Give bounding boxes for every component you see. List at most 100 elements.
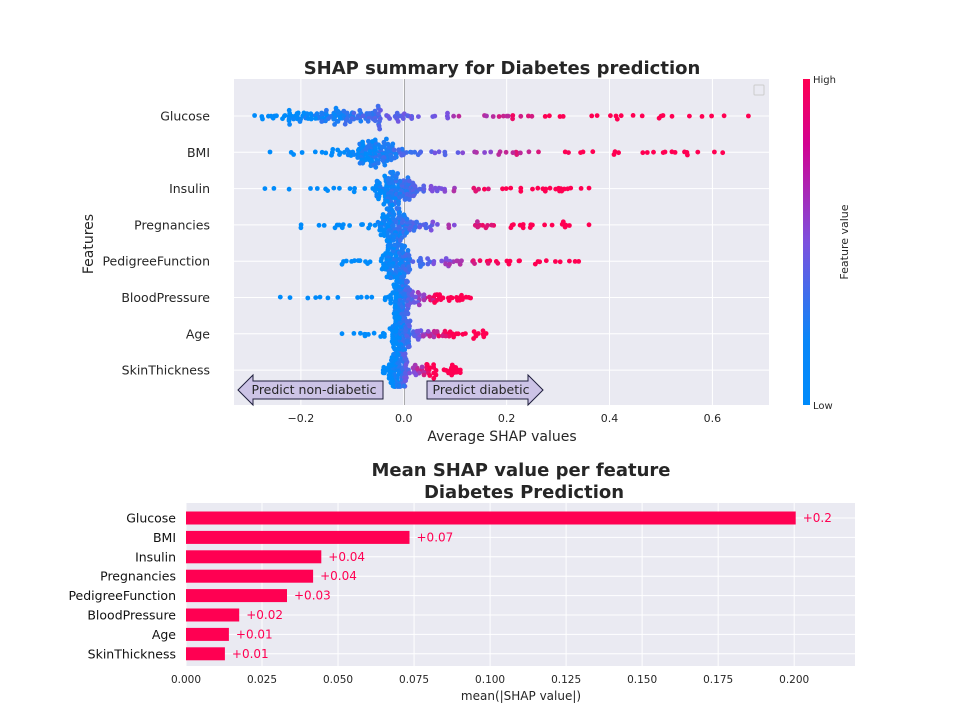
shap-point (407, 267, 413, 272)
bottom-x-tick-label: 0.200 (779, 674, 809, 686)
shap-point (443, 333, 449, 339)
shap-point (439, 186, 444, 192)
bottom-chart-title-line2: Diabetes Prediction (424, 482, 624, 503)
shap-point (415, 337, 421, 342)
shap-point (386, 362, 392, 367)
shap-point (449, 295, 455, 301)
shap-point (454, 331, 459, 337)
shap-point (567, 258, 572, 264)
bottom-x-tick-label: 0.025 (247, 674, 277, 686)
shap-point (385, 199, 390, 204)
shap-point (314, 111, 320, 117)
shap-point (594, 113, 600, 118)
shap-point (383, 251, 388, 256)
shap-point (367, 259, 373, 265)
shap-point (437, 292, 442, 297)
shap-point (390, 324, 396, 329)
right-arrow-label: Predict diabetic (433, 382, 530, 397)
bottom-feature-label: PedigreeFunction (68, 588, 176, 603)
shap-point (488, 149, 494, 155)
colorbar-low-label: Low (813, 401, 833, 412)
shap-point (319, 119, 325, 124)
shap-point (391, 147, 397, 153)
shap-point (429, 188, 435, 194)
shap-point (393, 347, 399, 353)
shap-point (480, 328, 486, 334)
bar-bmi (186, 530, 410, 544)
shap-point (434, 329, 440, 334)
shap-point (410, 365, 416, 371)
shap-point (396, 383, 401, 389)
colorbar-label: Feature value (838, 204, 851, 279)
top-x-tick-label: 0.0 (395, 412, 413, 425)
shap-point (496, 114, 502, 119)
shap-point (442, 328, 448, 334)
shap-point (433, 372, 439, 378)
shap-point (358, 294, 364, 300)
bottom-bars: +0.2 +0.07 +0.04 +0.04 +0.03 +0.02 +0.01 +0.01 (186, 511, 832, 661)
shap-point (384, 274, 390, 280)
top-feature-labels: Glucose BMI Insulin Pregnancies PedigreeFunc… (102, 109, 210, 378)
shap-point (324, 107, 329, 113)
shap-point (397, 178, 403, 184)
shap-point (387, 116, 392, 121)
bottom-feature-label: Insulin (135, 549, 176, 564)
shap-point (394, 278, 399, 284)
shap-point (557, 259, 563, 265)
shap-point (392, 314, 398, 320)
shap-point (567, 223, 572, 228)
shap-point (379, 266, 385, 272)
bottom-x-tick-labels: 0.000 0.025 0.050 0.075 0.100 0.125 0.150 0.175… (171, 674, 809, 686)
shap-point (446, 225, 452, 231)
bar-value-label: +0.07 (417, 530, 454, 544)
shap-point (475, 224, 481, 230)
shap-point (321, 223, 327, 228)
shap-point (414, 219, 419, 225)
shap-point (410, 259, 416, 264)
shap-point (355, 155, 361, 160)
shap-point (357, 258, 363, 264)
shap-point (542, 188, 548, 194)
shap-point (436, 149, 442, 155)
shap-point (477, 258, 483, 264)
shap-point (405, 113, 410, 119)
shap-point (672, 150, 678, 155)
shap-point (391, 282, 397, 288)
shap-point (372, 222, 378, 228)
shap-point (411, 228, 417, 233)
shap-point (720, 150, 726, 156)
shap-point (389, 355, 395, 360)
shap-point (330, 147, 336, 152)
top-feature-label: BloodPressure (121, 290, 210, 305)
shap-point (349, 259, 354, 264)
shap-point (277, 294, 283, 300)
shap-point (451, 222, 457, 228)
shap-point (468, 295, 473, 301)
shap-point (447, 261, 452, 267)
shap-point (542, 222, 547, 228)
shap-point (503, 186, 509, 192)
shap-point (335, 147, 341, 153)
shap-point (384, 158, 390, 164)
shap-point (380, 370, 386, 376)
shap-point (482, 150, 487, 155)
right-arrow (426, 373, 544, 407)
shap-point (535, 185, 541, 191)
shap-point (342, 121, 348, 127)
shap-point (395, 119, 401, 124)
shap-point (495, 260, 501, 266)
top-feature-label: PedigreeFunction (102, 254, 210, 269)
shap-point (445, 110, 450, 116)
shap-point (390, 383, 396, 389)
shap-point (695, 149, 701, 155)
shap-point (430, 114, 436, 119)
shap-point (382, 162, 388, 168)
shap-point (395, 274, 401, 280)
shap-point (417, 224, 423, 230)
shap-point (401, 273, 407, 279)
shap-point (630, 113, 636, 118)
bottom-x-tick-label: 0.175 (703, 674, 733, 686)
shap-point (384, 206, 390, 212)
shap-point (410, 180, 416, 186)
shap-point (382, 334, 387, 339)
